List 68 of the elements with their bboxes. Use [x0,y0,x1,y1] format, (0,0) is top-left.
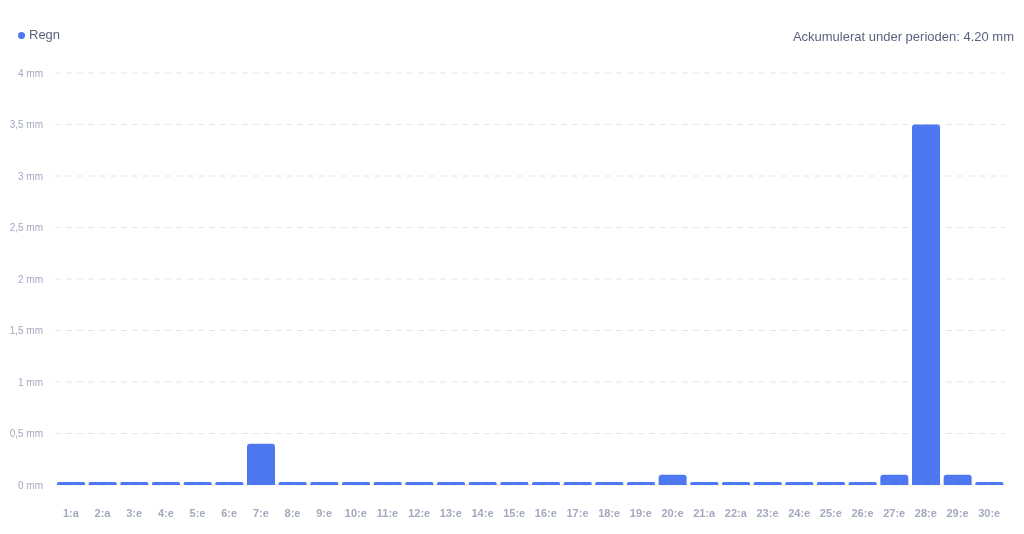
bar [722,482,750,485]
x-tick-label: 21:a [693,506,717,519]
bar [500,482,529,485]
legend-label: Regn [29,27,61,42]
x-tick-label: 2:a [94,506,112,519]
bar [848,482,877,485]
bar [785,482,814,485]
x-tick-label: 23:e [756,506,779,519]
x-tick-label: 18:e [598,506,621,519]
x-tick-label: 29:e [946,506,969,519]
x-tick-label: 19:e [629,506,652,519]
bar [342,482,370,485]
bar [215,482,244,485]
x-tick-label: 17:e [566,506,589,519]
x-tick-label: 26:e [851,506,874,519]
bar [468,482,497,485]
x-tick-label: 16:e [534,506,557,519]
x-tick-label: 7:e [252,506,269,519]
bar [437,482,465,485]
x-tick-label: 25:e [819,506,842,519]
x-tick-label: 27:e [883,506,906,519]
bar [278,482,307,485]
bar [563,482,592,485]
bar [912,124,940,485]
x-tick-label: 30:e [978,506,1001,519]
bar [183,482,212,485]
x-tick-label: 22:a [724,506,748,519]
bar [405,482,434,485]
bar [627,482,655,485]
text: Ackumulerat under perioden: 4.20 mm [792,29,1014,44]
bar [373,482,402,485]
x-tick-label: 1:a [62,506,80,519]
y-tick-label: 0 mm [18,479,43,491]
y-tick-label: 3 mm [18,170,43,182]
y-tick-label: 2,5 mm [9,222,43,234]
x-tick-label: 9:e [316,506,333,519]
x-tick-label: 24:e [788,506,811,519]
y-tick-label: 2 mm [18,273,43,285]
bar [152,482,180,485]
bar [88,482,117,485]
x-tick-label: 13:e [439,506,462,519]
bar [57,482,85,485]
bar [310,482,339,485]
x-tick-label: 11:e [376,506,399,519]
bar [120,482,149,485]
y-tick-label: 1,5 mm [9,325,43,337]
y-tick-label: 4 mm [18,67,43,79]
bar [595,482,624,485]
x-tick-label: 20:e [661,506,684,519]
x-tick-label: 4:e [157,506,174,519]
y-tick-label: 3,5 mm [9,119,43,131]
x-tick-label: 10:e [344,506,367,519]
x-tick-label: 3:e [126,506,143,519]
x-tick-label: 6:e [221,506,238,519]
x-tick-label: 12:e [408,506,431,519]
y-tick-label: 0,5 mm [9,428,43,440]
x-tick-label: 8:e [284,506,301,519]
bar [975,482,1004,485]
x-tick-label: 5:e [189,506,206,519]
bar [532,482,560,485]
bar [247,443,275,485]
bar [690,482,719,485]
x-tick-label: 15:e [503,506,526,519]
x-tick-label: 14:e [471,506,494,519]
y-tick-label: 1 mm [18,376,43,388]
bar [753,482,782,485]
x-tick-label: 28:e [914,506,937,519]
bar [817,482,845,485]
